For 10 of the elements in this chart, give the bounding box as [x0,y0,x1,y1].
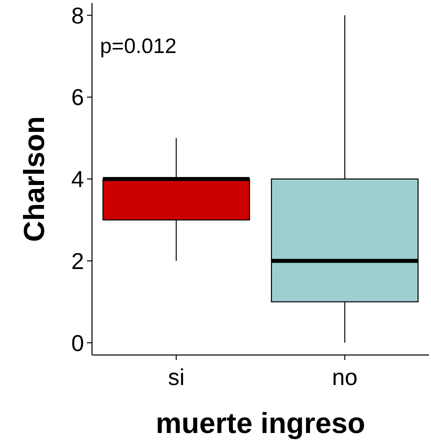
x-tick-label: no [332,364,358,390]
y-tick-label: 8 [71,2,84,28]
y-tick-label: 6 [71,84,84,110]
y-tick-label: 0 [71,330,84,356]
x-axis-title: muerte ingreso [156,408,366,440]
y-tick-label: 4 [71,166,84,192]
y-axis-title: Charlson [19,116,51,242]
y-tick-label: 2 [71,248,84,274]
annotation: p=0.012 [100,35,176,58]
x-tick-label: si [168,364,185,390]
